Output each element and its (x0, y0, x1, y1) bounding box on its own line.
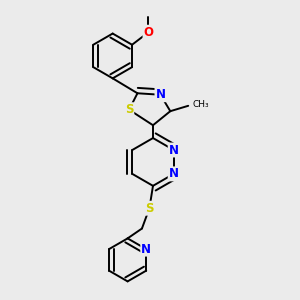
Text: S: S (145, 202, 154, 215)
Text: O: O (143, 26, 154, 39)
Text: N: N (169, 143, 179, 157)
Text: N: N (169, 167, 179, 180)
Text: CH₃: CH₃ (192, 100, 209, 109)
Text: N: N (155, 88, 166, 101)
Text: N: N (141, 243, 151, 256)
Text: S: S (125, 103, 133, 116)
